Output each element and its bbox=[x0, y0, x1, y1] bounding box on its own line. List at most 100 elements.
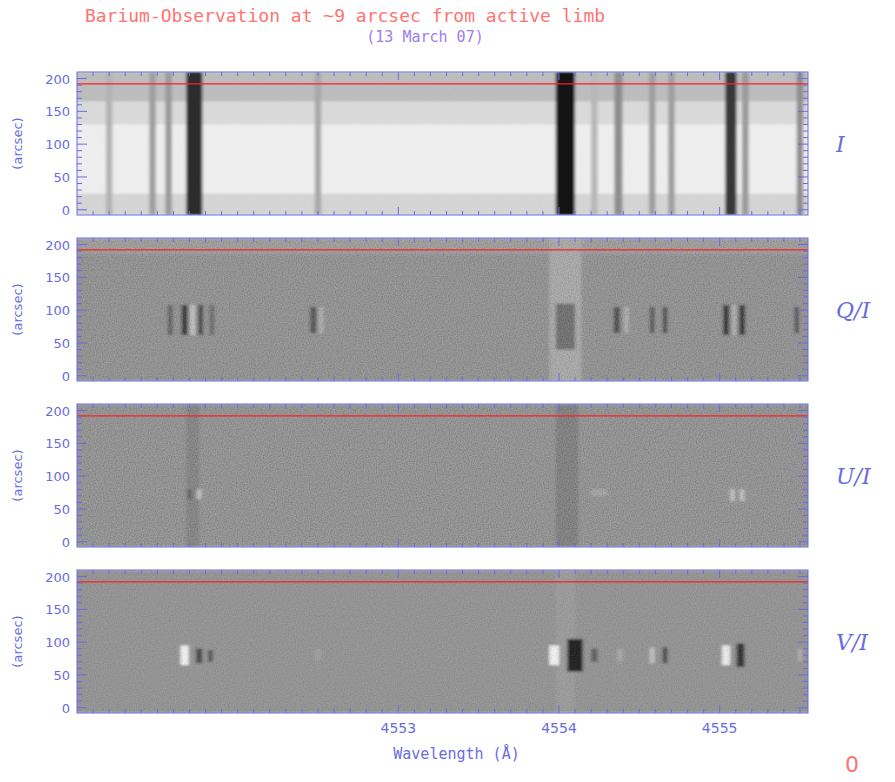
tick bbox=[77, 342, 87, 343]
tick bbox=[803, 596, 808, 597]
tick bbox=[719, 570, 720, 578]
tick bbox=[687, 238, 688, 242]
tick bbox=[798, 209, 808, 210]
tick bbox=[446, 238, 447, 242]
tick-label: 4553 bbox=[380, 720, 416, 736]
tick bbox=[269, 709, 270, 713]
tick bbox=[803, 316, 808, 317]
tick bbox=[591, 404, 592, 408]
tick bbox=[77, 117, 82, 118]
tick bbox=[77, 469, 82, 470]
tick bbox=[767, 543, 768, 547]
tick bbox=[798, 244, 808, 245]
tick bbox=[558, 404, 559, 412]
tick bbox=[77, 137, 82, 138]
tick bbox=[125, 238, 126, 242]
tick bbox=[77, 482, 82, 483]
tick bbox=[799, 72, 800, 76]
tick bbox=[803, 323, 808, 324]
tick bbox=[221, 570, 222, 574]
tick bbox=[462, 709, 463, 713]
tick bbox=[803, 456, 808, 457]
tick bbox=[526, 377, 527, 381]
tick-label: 0 bbox=[62, 203, 70, 218]
tick bbox=[269, 404, 270, 408]
tick bbox=[237, 570, 238, 574]
tick bbox=[803, 522, 808, 523]
panel: 050100150200(arcsec)Q/I bbox=[10, 238, 871, 384]
tick bbox=[558, 570, 559, 578]
tick bbox=[77, 264, 82, 265]
tick bbox=[382, 211, 383, 215]
tick bbox=[462, 211, 463, 215]
tick bbox=[125, 570, 126, 574]
tick bbox=[719, 238, 720, 246]
tick bbox=[446, 404, 447, 408]
tick bbox=[719, 404, 720, 412]
tick bbox=[591, 709, 592, 713]
noise-texture bbox=[77, 404, 808, 547]
tick bbox=[798, 443, 808, 444]
tick bbox=[446, 377, 447, 381]
tick bbox=[382, 709, 383, 713]
tick bbox=[655, 72, 656, 76]
tick bbox=[735, 377, 736, 381]
frame bbox=[77, 238, 808, 381]
tick bbox=[173, 543, 174, 547]
tick bbox=[141, 377, 142, 381]
tick bbox=[462, 404, 463, 408]
tick bbox=[703, 211, 704, 215]
tick bbox=[591, 543, 592, 547]
tick bbox=[317, 238, 318, 242]
tick bbox=[803, 423, 808, 424]
tick bbox=[735, 72, 736, 76]
tick bbox=[799, 570, 800, 574]
tick bbox=[751, 72, 752, 76]
tick bbox=[494, 72, 495, 76]
tick bbox=[77, 290, 82, 291]
tick bbox=[494, 238, 495, 242]
tick bbox=[575, 211, 576, 215]
tick bbox=[639, 709, 640, 713]
tick bbox=[317, 404, 318, 408]
tick bbox=[253, 377, 254, 381]
tick bbox=[655, 404, 656, 408]
panel-label: Q/I bbox=[836, 298, 871, 323]
tick bbox=[558, 705, 559, 713]
tick bbox=[301, 377, 302, 381]
tick bbox=[639, 377, 640, 381]
tick bbox=[607, 211, 608, 215]
tick bbox=[478, 709, 479, 713]
tick bbox=[77, 589, 82, 590]
tick bbox=[526, 709, 527, 713]
tick bbox=[639, 211, 640, 215]
tick bbox=[430, 404, 431, 408]
tick bbox=[803, 190, 808, 191]
tick-label: 50 bbox=[53, 336, 70, 351]
tick bbox=[430, 211, 431, 215]
tick bbox=[334, 543, 335, 547]
tick bbox=[510, 211, 511, 215]
tick bbox=[205, 570, 206, 574]
tick bbox=[205, 377, 206, 381]
tick bbox=[109, 377, 110, 381]
tick bbox=[767, 211, 768, 215]
tick bbox=[350, 211, 351, 215]
tick bbox=[783, 211, 784, 215]
panel-label: U/I bbox=[836, 464, 872, 489]
tick bbox=[77, 176, 87, 177]
tick bbox=[798, 576, 808, 577]
tick bbox=[687, 709, 688, 713]
tick bbox=[803, 449, 808, 450]
tick bbox=[783, 72, 784, 76]
tick bbox=[751, 238, 752, 242]
tick bbox=[462, 72, 463, 76]
tick bbox=[671, 377, 672, 381]
tick bbox=[382, 404, 383, 408]
tick bbox=[751, 211, 752, 215]
tick bbox=[77, 535, 82, 536]
tick bbox=[77, 356, 82, 357]
tick bbox=[703, 404, 704, 408]
tick bbox=[803, 251, 808, 252]
tick bbox=[803, 290, 808, 291]
